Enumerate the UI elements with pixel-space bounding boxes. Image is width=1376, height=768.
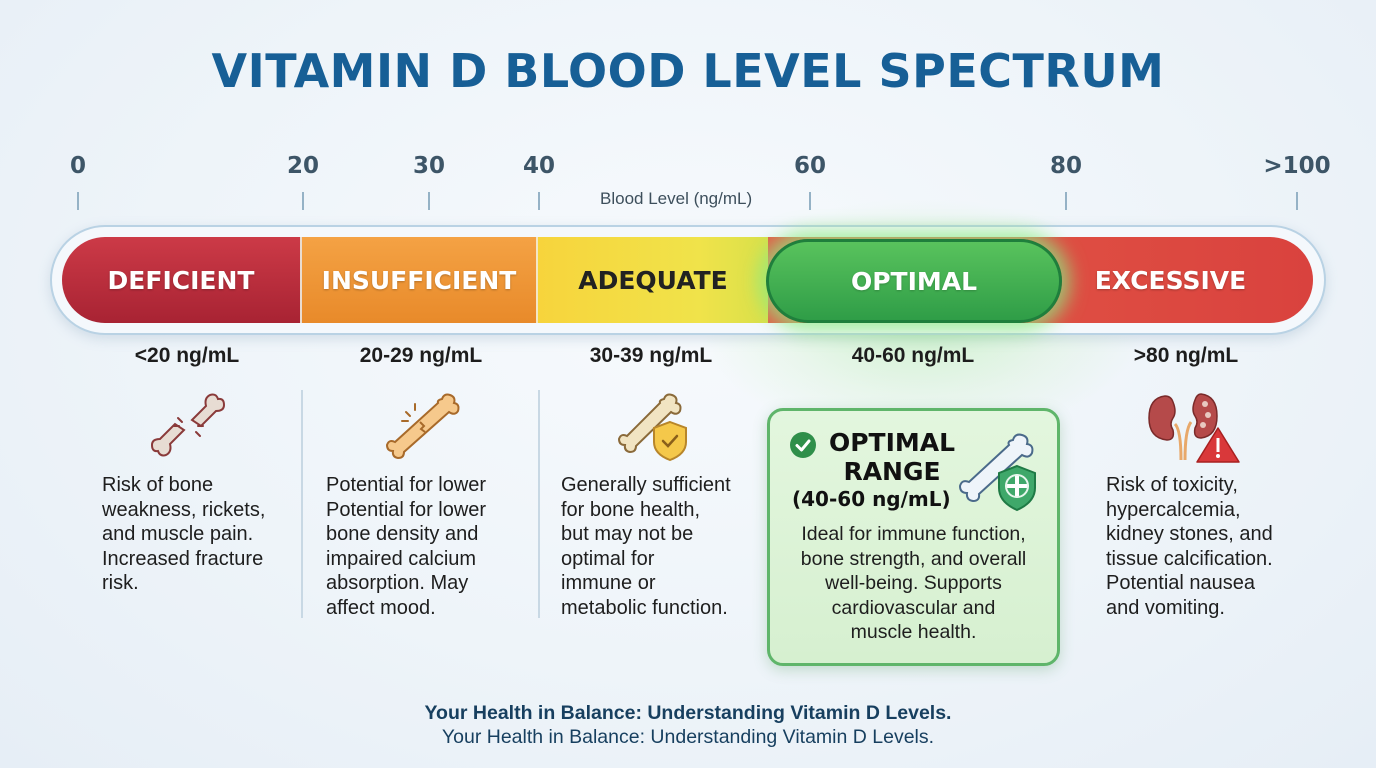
- desc-line: risk.: [102, 572, 139, 594]
- bone-shield-plus-icon: [958, 433, 1036, 512]
- desc-line: and vomiting.: [1106, 596, 1225, 619]
- tick-mark: [428, 192, 430, 210]
- range-label-adequate: 30-39 ng/mL: [589, 344, 713, 367]
- desc-line: impaired calcium: [326, 547, 477, 570]
- description-adequate: Generally sufficient for bone health, bu…: [561, 473, 731, 620]
- desc-line: for bone health,: [561, 498, 700, 521]
- bone-shield-check-icon: [617, 393, 687, 462]
- desc-line: affect mood.: [326, 596, 436, 619]
- tick-label-40: 40: [522, 153, 556, 179]
- spectrum-bar: DEFICIENT INSUFFICIENT ADEQUATE EXCESSIV…: [62, 237, 1313, 323]
- callout-title: OPTIMAL RANGE: [822, 428, 962, 486]
- desc-line: well-being. Supports: [825, 572, 1002, 594]
- tick-mark: [1296, 192, 1298, 210]
- tick-label-80: 80: [1049, 153, 1083, 179]
- callout-range: (40-60 ng/mL): [792, 487, 951, 511]
- column-divider: [301, 390, 303, 618]
- description-excessive: Risk of toxicity, hypercalcemia, kidney …: [1106, 473, 1273, 620]
- desc-line: Potential for lower: [326, 498, 487, 521]
- desc-line: optimal for: [561, 547, 655, 570]
- desc-line: metabolic function.: [561, 596, 728, 619]
- tick-mark: [77, 192, 79, 210]
- desc-line: cardiovascular and: [831, 596, 996, 619]
- desc-line: bone strength, and overall: [800, 547, 1027, 570]
- desc-line: and muscle pain.: [102, 523, 254, 545]
- desc-line: but may not be: [561, 523, 694, 545]
- segment-deficient: DEFICIENT: [62, 237, 302, 323]
- tick-mark: [538, 192, 540, 210]
- callout-title-line: OPTIMAL: [828, 428, 956, 457]
- desc-line: Generally sufficient: [561, 474, 731, 496]
- segment-optimal: OPTIMAL: [766, 239, 1062, 323]
- kidney-warning-icon: [1148, 393, 1240, 463]
- desc-line: hypercalcemia,: [1106, 498, 1241, 521]
- tick-label-0: 0: [69, 153, 87, 179]
- range-label-excessive: >80 ng/mL: [1133, 344, 1239, 367]
- range-label-deficient: <20 ng/mL: [134, 344, 240, 367]
- description-deficient: Risk of bone weakness, rickets, and musc…: [102, 473, 265, 596]
- range-label-optimal: 40-60 ng/mL: [851, 344, 975, 367]
- desc-line: tissue calcification.: [1106, 547, 1273, 570]
- tick-label-20: 20: [286, 153, 320, 179]
- desc-line: immune or: [561, 572, 656, 594]
- tick-mark: [302, 192, 304, 210]
- footer-tagline: Your Health in Balance: Understanding Vi…: [441, 726, 935, 748]
- column-divider: [538, 390, 540, 618]
- desc-line: muscle health.: [850, 621, 977, 643]
- broken-bone-icon: [150, 393, 226, 457]
- desc-line: weakness, rickets,: [102, 498, 266, 521]
- desc-line: Risk of toxicity,: [1106, 474, 1238, 496]
- desc-line: Potential nausea: [1106, 572, 1256, 594]
- callout-description: Ideal for immune function, bone strength…: [775, 522, 1052, 645]
- tick-label-60: 60: [793, 153, 827, 179]
- footer-tagline-bold: Your Health in Balance: Understanding Vi…: [424, 702, 952, 724]
- desc-line: kidney stones, and: [1106, 523, 1273, 545]
- desc-line: Increased fracture: [102, 547, 264, 570]
- desc-line: Risk of bone: [102, 474, 214, 496]
- page-title: VITAMIN D BLOOD LEVEL SPECTRUM: [211, 44, 1165, 98]
- range-label-insufficient: 20-29 ng/mL: [359, 344, 483, 367]
- segment-insufficient: INSUFFICIENT: [302, 237, 538, 323]
- desc-line: Ideal for immune function,: [801, 523, 1026, 545]
- check-circle-icon: [790, 432, 816, 458]
- description-insufficient: Potential for lower Potential for lower …: [326, 473, 486, 620]
- tick-label-100: >100: [1263, 153, 1331, 179]
- tick-label-30: 30: [412, 153, 446, 179]
- desc-line: absorption. May: [326, 572, 469, 594]
- cracked-bone-icon: [385, 393, 460, 460]
- segment-adequate: ADEQUATE: [538, 237, 768, 323]
- desc-line: bone density and: [326, 523, 479, 545]
- desc-line: Potential for lower: [326, 474, 487, 496]
- callout-title-line: RANGE: [843, 457, 941, 486]
